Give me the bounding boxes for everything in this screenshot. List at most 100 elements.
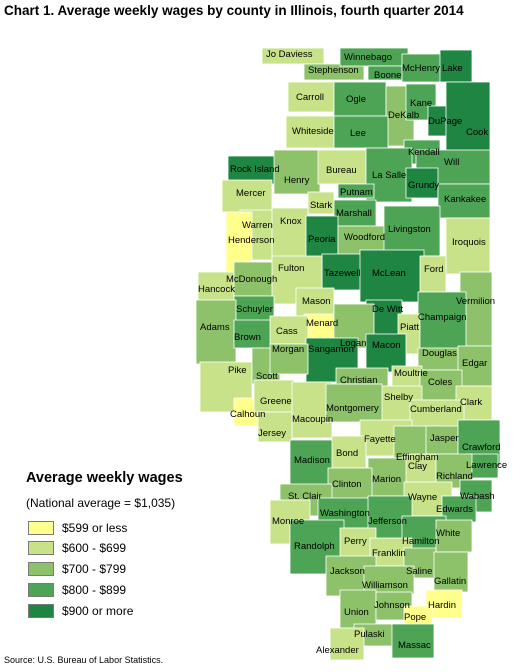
legend-label-5: $900 or more (62, 604, 134, 618)
county-label-bureau: Bureau (326, 165, 357, 176)
county-label-richland: Richland (436, 471, 473, 482)
county-label-edwards: Edwards (436, 504, 473, 515)
county-label-johnson: Johnson (374, 600, 410, 611)
county-label-menard: Menard (306, 318, 338, 329)
county-label-pulaski: Pulaski (354, 629, 385, 640)
county-label-perry: Perry (344, 536, 367, 547)
county-label-woodford: Woodford (344, 232, 385, 243)
county-label-kendall: Kendall (408, 147, 440, 158)
county-label-carroll: Carroll (296, 92, 324, 103)
county-label-moultrie: Moultrie (394, 368, 428, 379)
county-williamson (363, 565, 415, 595)
county-macon (365, 333, 407, 373)
county-label-union: Union (344, 607, 369, 618)
legend-note: (National average = $1,035) (26, 496, 176, 510)
county-livingston (383, 205, 441, 257)
county-label-mason: Mason (302, 296, 331, 307)
county-gallatin (433, 551, 469, 593)
county-label-morgan: Morgan (272, 344, 304, 355)
county-clinton (327, 467, 373, 503)
county-tazewell (321, 253, 365, 291)
county-montgomery (325, 383, 383, 423)
county-label-tazewell: Tazewell (324, 268, 360, 279)
county-label-henderson: Henderson (228, 235, 274, 246)
county-label-sangamon: Sangamon (308, 344, 354, 355)
county-cass (269, 315, 309, 345)
county-marshall (333, 199, 377, 227)
county-label-macon: Macon (372, 340, 401, 351)
county-label-pope: Pope (404, 612, 426, 623)
county-label-washington: Washington (320, 508, 370, 519)
county-label-christian: Christian (340, 375, 378, 386)
county-label-fayette: Fayette (364, 434, 396, 445)
county-alexander (329, 627, 365, 661)
county-label-monroe: Monroe (272, 516, 304, 527)
county-coles (419, 369, 463, 401)
county-label-williamson: Williamson (362, 580, 408, 591)
county-label-stark: Stark (310, 200, 332, 211)
source-note: Source: U.S. Bureau of Labor Statistics. (4, 655, 164, 665)
county-label-mclean: McLean (372, 268, 406, 279)
county-rock-island (227, 155, 281, 185)
county-label-clinton: Clinton (332, 479, 362, 490)
county-label-grundy: Grundy (408, 180, 439, 191)
county-label-ogle: Ogle (346, 94, 366, 105)
county-label-hamilton: Hamilton (402, 536, 440, 547)
county-labels: Jo Daviess Stephenson Winnebago BooneMcHenr… (198, 49, 507, 656)
county-morgan (269, 343, 309, 375)
county-label-saline: Saline (406, 566, 432, 577)
county-label-marion: Marion (372, 474, 401, 485)
county-edwards (441, 495, 477, 523)
county-label-pike: Pike (228, 365, 246, 376)
legend-swatch-4 (28, 583, 54, 597)
legend-label-4: $800 - $899 (62, 583, 127, 597)
county-label-wayne: Wayne (408, 492, 437, 503)
county-label-scott: Scott (256, 371, 278, 382)
county-label-hardin: Hardin (428, 600, 456, 611)
county-label-randolph: Randolph (294, 541, 335, 552)
county-jasper (425, 425, 459, 455)
legend-title: Average weekly wages (26, 470, 183, 486)
county-label-knox: Knox (280, 216, 302, 227)
county-edgar (457, 345, 493, 387)
county-iroquois (445, 217, 491, 275)
county-label-whiteside: Whiteside (292, 126, 334, 137)
county-label-brown: Brown (234, 332, 261, 343)
county-label-vermilion: Vermilion (456, 296, 495, 307)
county-grundy (405, 167, 439, 199)
county-greene (253, 379, 295, 413)
county-shapes (195, 47, 501, 661)
county-macoupin (291, 381, 333, 439)
county-label-stephenson: Stephenson (308, 65, 359, 76)
county-madison (289, 439, 337, 489)
legend-label-2: $600 - $699 (62, 541, 127, 555)
county-mercer (221, 179, 273, 213)
county-label-lake: Lake (442, 63, 463, 74)
county-label-jefferson: Jefferson (368, 516, 407, 527)
county-label-mercer: Mercer (236, 188, 266, 199)
county-label-shelby: Shelby (384, 392, 413, 403)
county-label-ford: Ford (424, 264, 444, 275)
county-label-logan: Logan (340, 338, 366, 349)
county-cumberland (409, 399, 465, 429)
county-label-mcdonough: McDonough (226, 274, 277, 285)
legend-item-3: $700 - $799 (28, 561, 126, 577)
county-putnam (337, 183, 375, 199)
county-label-effingham: Effingham (396, 452, 439, 463)
county-label-champaign: Champaign (418, 312, 467, 323)
county-label-douglas: Douglas (422, 348, 457, 359)
county-label-iroquois: Iroquois (452, 237, 486, 248)
county-label-mchenry: McHenry (402, 63, 440, 74)
county-bureau (317, 149, 373, 185)
county-label-montgomery: Montgomery (326, 403, 379, 414)
county-label-edgar: Edgar (462, 358, 487, 369)
county-label-coles: Coles (428, 377, 453, 388)
county-label-greene: Greene (260, 396, 292, 407)
county-label-lee: Lee (350, 128, 366, 139)
legend-swatch-1 (28, 521, 54, 535)
county-jo-daviess (261, 47, 325, 65)
county-label-macoupin: Macoupin (292, 414, 333, 425)
county-label-la-salle: La Salle (372, 170, 406, 181)
county-marion (367, 457, 407, 497)
